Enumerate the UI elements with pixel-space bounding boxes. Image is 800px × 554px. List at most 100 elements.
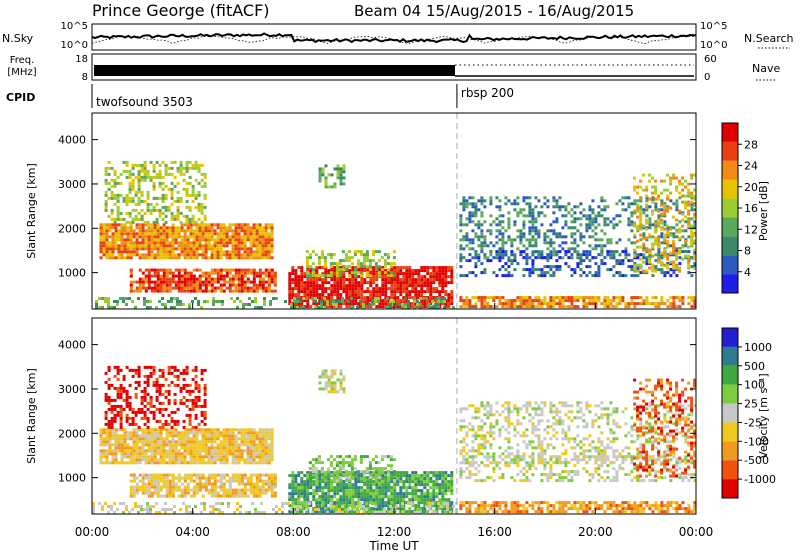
- heatmap-cell: [387, 281, 391, 285]
- heatmap-cell: [678, 305, 682, 309]
- heatmap-cell: [267, 223, 271, 227]
- heatmap-cell: [117, 428, 121, 432]
- heatmap-cell: [597, 211, 601, 215]
- heatmap-cell: [261, 229, 265, 233]
- heatmap-cell: [660, 302, 664, 306]
- heatmap-cell: [546, 241, 550, 245]
- heatmap-cell: [144, 449, 148, 453]
- heatmap-cell: [693, 212, 697, 216]
- heatmap-cell: [203, 300, 206, 303]
- heatmap-cell: [330, 299, 334, 303]
- heatmap-cell: [116, 392, 120, 396]
- heatmap-cell: [207, 289, 211, 293]
- heatmap-cell: [525, 253, 529, 257]
- heatmap-cell: [210, 229, 214, 233]
- heatmap-cell: [630, 229, 634, 233]
- heatmap-cell: [371, 300, 374, 303]
- heatmap-cell: [291, 486, 295, 490]
- heatmap-cell: [690, 233, 694, 237]
- heatmap-cell: [672, 176, 676, 180]
- heatmap-cell: [474, 202, 478, 206]
- heatmap-cell: [255, 455, 259, 459]
- heatmap-cell: [194, 365, 198, 369]
- heatmap-cell: [312, 278, 316, 282]
- heatmap-cell: [156, 485, 160, 489]
- heatmap-cell: [255, 244, 259, 248]
- heatmap-cell: [165, 271, 169, 275]
- heatmap-cell: [405, 290, 409, 294]
- heatmap-cell: [213, 479, 217, 483]
- heatmap-cell: [252, 241, 256, 245]
- heatmap-cell: [288, 492, 292, 496]
- heatmap-cell: [693, 239, 697, 243]
- heatmap-cell: [447, 266, 451, 270]
- heatmap-cell: [612, 250, 616, 254]
- heatmap-cell: [321, 266, 325, 270]
- heatmap-cell: [288, 510, 292, 514]
- heatmap-cell: [642, 224, 646, 228]
- heatmap-cell: [200, 163, 204, 167]
- heatmap-cell: [576, 262, 580, 266]
- heatmap-cell: [222, 280, 226, 284]
- heatmap-cell: [192, 277, 196, 281]
- heatmap-cell: [102, 229, 106, 233]
- heatmap-cell: [144, 256, 148, 260]
- heatmap-cell: [201, 280, 205, 284]
- heatmap-cell: [234, 238, 238, 242]
- heatmap-cell: [210, 431, 214, 435]
- heatmap-cell: [618, 253, 622, 257]
- heatmap-cell: [339, 173, 343, 177]
- heatmap-cell: [537, 302, 541, 306]
- heatmap-cell: [231, 461, 235, 465]
- heatmap-cell: [543, 202, 547, 206]
- heatmap-cell: [335, 300, 338, 303]
- heatmap-cell: [131, 422, 135, 426]
- heatmap-cell: [144, 235, 148, 239]
- heatmap-cell: [465, 305, 469, 309]
- heatmap-cell: [624, 196, 628, 200]
- heatmap-cell: [114, 437, 118, 441]
- heatmap-cell: [198, 479, 202, 483]
- heatmap-cell: [408, 296, 412, 300]
- heatmap-cell: [213, 485, 217, 489]
- heatmap-cell: [198, 289, 202, 293]
- heatmap-cell: [690, 296, 694, 300]
- heatmap-cell: [459, 223, 463, 227]
- heatmap-cell: [170, 425, 174, 429]
- heatmap-cell: [140, 401, 144, 405]
- heatmap-cell: [501, 265, 505, 269]
- heatmap-cell: [164, 169, 168, 173]
- heatmap-cell: [390, 293, 394, 297]
- heatmap-cell: [183, 238, 187, 242]
- heatmap-cell: [297, 290, 301, 294]
- heatmap-cell: [114, 458, 118, 462]
- heatmap-cell: [201, 485, 205, 489]
- heatmap-cell: [350, 306, 353, 309]
- heatmap-cell: [693, 220, 697, 224]
- heatmap-cell: [146, 193, 150, 197]
- heatmap-cell: [171, 473, 175, 477]
- heatmap-cell: [234, 443, 238, 447]
- heatmap-cell: [354, 290, 358, 294]
- heatmap-cell: [501, 274, 505, 278]
- heatmap-cell: [191, 187, 195, 191]
- heatmap-cell: [690, 173, 694, 177]
- heatmap-cell: [198, 286, 202, 290]
- heatmap-cell: [374, 268, 378, 272]
- heatmap-cell: [300, 486, 304, 490]
- heatmap-cell: [219, 235, 223, 239]
- heatmap-cell: [207, 244, 211, 248]
- heatmap-cell: [339, 167, 343, 171]
- heatmap-cell: [101, 297, 104, 300]
- heatmap-cell: [519, 235, 523, 239]
- heatmap-cell: [132, 241, 136, 245]
- heatmap-cell: [600, 244, 604, 248]
- heatmap-cell: [246, 431, 250, 435]
- heatmap-cell: [258, 428, 262, 432]
- heatmap-cell: [618, 214, 622, 218]
- heatmap-cell: [261, 455, 265, 459]
- heatmap-cell: [377, 300, 380, 303]
- heatmap-cell: [171, 286, 175, 290]
- heatmap-cell: [522, 226, 526, 230]
- heatmap-cell: [111, 256, 115, 260]
